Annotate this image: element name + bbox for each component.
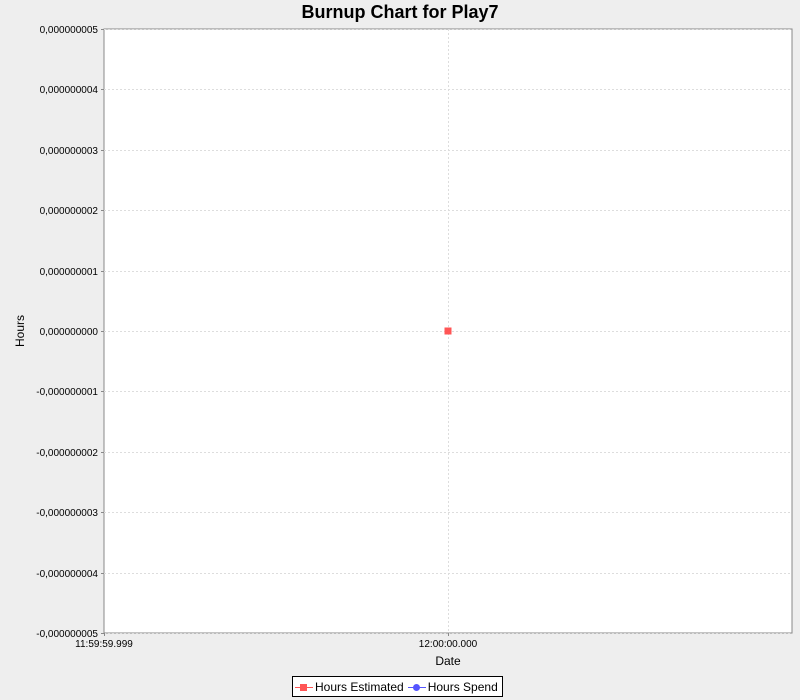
x-tick-label: 12:00:00.000 (419, 639, 478, 650)
legend-circle-marker-icon (407, 681, 426, 693)
legend: Hours Estimated Hours Spend (292, 676, 503, 697)
legend-label: Hours Spend (427, 679, 498, 694)
y-tick-label: 0,000000002 (40, 206, 99, 217)
y-tick-label: 0,000000001 (40, 267, 99, 278)
y-tick-label: 0,000000005 (40, 25, 99, 36)
y-tick-label: 0,000000004 (40, 85, 99, 96)
legend-item-hours-estimated: Hours Estimated (295, 680, 404, 694)
legend-label: Hours Estimated (315, 679, 404, 694)
y-tick-label: -0,000000004 (36, 569, 98, 580)
y-tick-label: -0,000000003 (36, 508, 98, 519)
y-tick-label: -0,000000001 (36, 387, 98, 398)
y-tick-label: -0,000000005 (36, 629, 98, 640)
y-tick-label: 0,000000000 (40, 327, 99, 338)
chart-title: Burnup Chart for Play7 (301, 2, 499, 22)
legend-square-marker-icon (295, 681, 313, 693)
x-axis-label: Date (435, 654, 461, 668)
y-tick-label: 0,000000003 (40, 146, 99, 157)
y-tick-labels: 0,000000005 0,000000004 0,000000003 0,00000… (36, 25, 104, 640)
y-tick-label: -0,000000002 (36, 448, 98, 459)
y-axis-label: Hours (13, 315, 27, 347)
series-layer (444, 327, 452, 335)
data-point-hours-estimated (444, 327, 452, 335)
x-tick-labels: 11:59:59.999 12:00:00.000 (75, 633, 478, 650)
x-tick-label: 11:59:59.999 (75, 639, 133, 650)
legend-item-hours-spend: Hours Spend (407, 679, 498, 694)
